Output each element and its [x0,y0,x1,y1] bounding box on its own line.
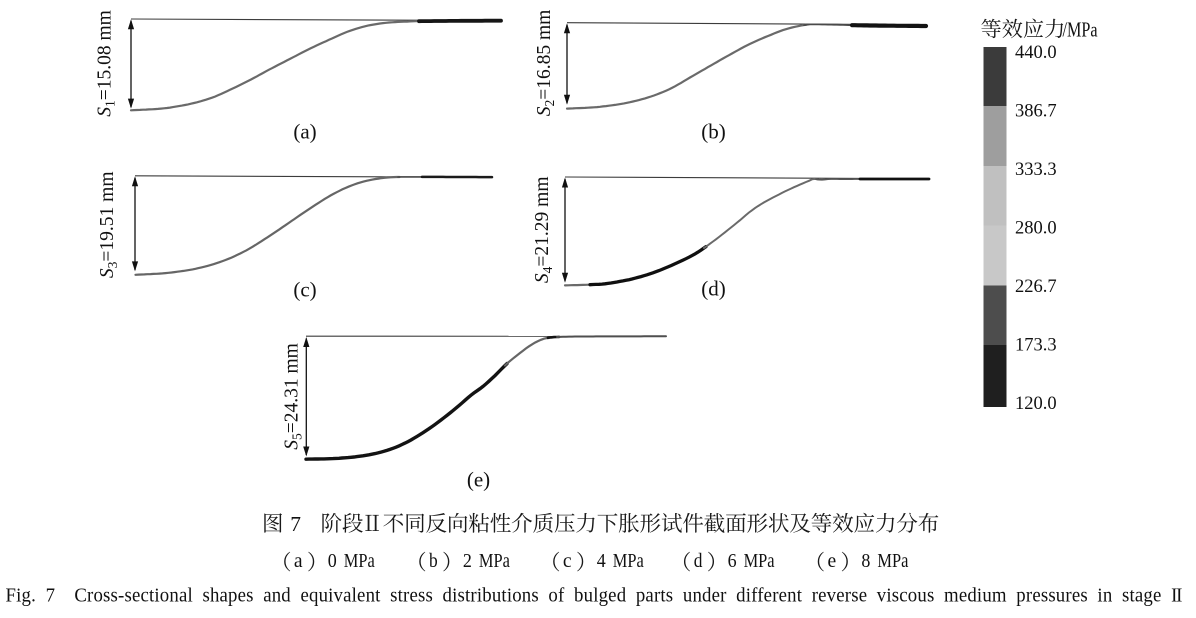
svg-text:e: e [828,550,837,572]
svg-text:S3=19.51 mm: S3=19.51 mm [97,172,120,279]
svg-text:8: 8 [861,550,870,572]
svg-text:MPa: MPa [877,550,908,572]
svg-text:226.7: 226.7 [1015,277,1057,297]
svg-text:MPa: MPa [479,550,510,572]
svg-text:(a): (a) [293,119,316,143]
svg-text:c: c [563,550,572,572]
svg-text:b: b [429,550,438,572]
svg-text:MPa: MPa [344,550,375,572]
svg-text:440.0: 440.0 [1015,43,1057,63]
svg-text:(e): (e) [467,467,490,491]
svg-text:/MPa: /MPa [1063,18,1099,42]
svg-text:S2=16.85 mm: S2=16.85 mm [534,10,557,117]
svg-text:120.0: 120.0 [1015,394,1057,414]
svg-text:4: 4 [597,550,606,572]
svg-text:S1=15.08 mm: S1=15.08 mm [95,10,118,117]
svg-text:MPa: MPa [744,550,775,572]
svg-text:7: 7 [290,512,301,536]
svg-text:d: d [694,550,703,572]
svg-text:6: 6 [728,550,737,572]
svg-text:a: a [294,550,303,572]
svg-text:280.0: 280.0 [1015,219,1057,239]
svg-text:0: 0 [328,550,337,572]
svg-text:(c): (c) [293,277,316,301]
svg-text:173.3: 173.3 [1015,336,1057,356]
svg-text:S4=21.29 mm: S4=21.29 mm [532,177,555,284]
svg-text:(b): (b) [701,119,726,143]
svg-text:S5=24.31 mm: S5=24.31 mm [282,343,305,450]
svg-text:Fig. 7 Cross-sectional shapes: Fig. 7 Cross-sectional shapes and equiva… [6,585,1182,607]
svg-text:(d): (d) [701,276,726,300]
svg-text:MPa: MPa [613,550,644,572]
svg-text:386.7: 386.7 [1015,102,1057,122]
svg-text:2: 2 [463,550,472,572]
svg-text:333.3: 333.3 [1015,160,1057,180]
